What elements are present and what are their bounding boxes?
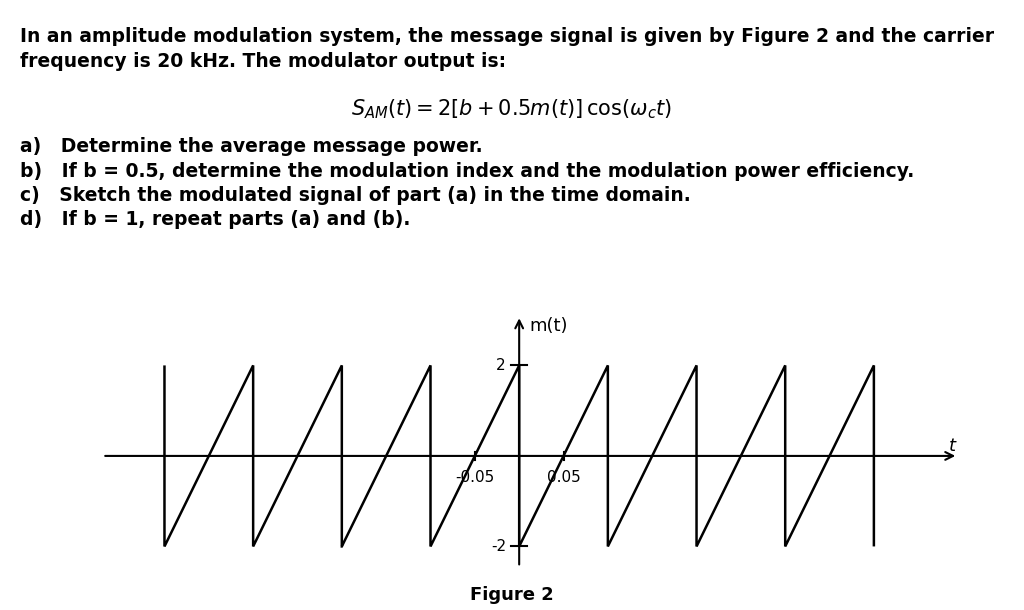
Text: 2: 2 bbox=[497, 358, 506, 373]
Text: d)   If b = 1, repeat parts (a) and (b).: d) If b = 1, repeat parts (a) and (b). bbox=[20, 210, 411, 229]
Text: frequency is 20 kHz. The modulator output is:: frequency is 20 kHz. The modulator outpu… bbox=[20, 52, 507, 71]
Text: -0.05: -0.05 bbox=[456, 470, 495, 484]
Text: 0.05: 0.05 bbox=[547, 470, 581, 484]
Text: -2: -2 bbox=[490, 539, 506, 554]
Text: $S_{AM}(t) = 2[b + 0.5m(t)]\,\cos(\omega_c t)$: $S_{AM}(t) = 2[b + 0.5m(t)]\,\cos(\omega… bbox=[351, 98, 673, 121]
Text: t: t bbox=[948, 437, 955, 455]
Text: Figure 2: Figure 2 bbox=[470, 586, 554, 604]
Text: c)   Sketch the modulated signal of part (a) in the time domain.: c) Sketch the modulated signal of part (… bbox=[20, 186, 691, 205]
Text: b)   If b = 0.5, determine the modulation index and the modulation power efficie: b) If b = 0.5, determine the modulation … bbox=[20, 162, 914, 181]
Text: a)   Determine the average message power.: a) Determine the average message power. bbox=[20, 137, 483, 156]
Text: m(t): m(t) bbox=[529, 317, 568, 335]
Text: In an amplitude modulation system, the message signal is given by Figure 2 and t: In an amplitude modulation system, the m… bbox=[20, 27, 994, 46]
